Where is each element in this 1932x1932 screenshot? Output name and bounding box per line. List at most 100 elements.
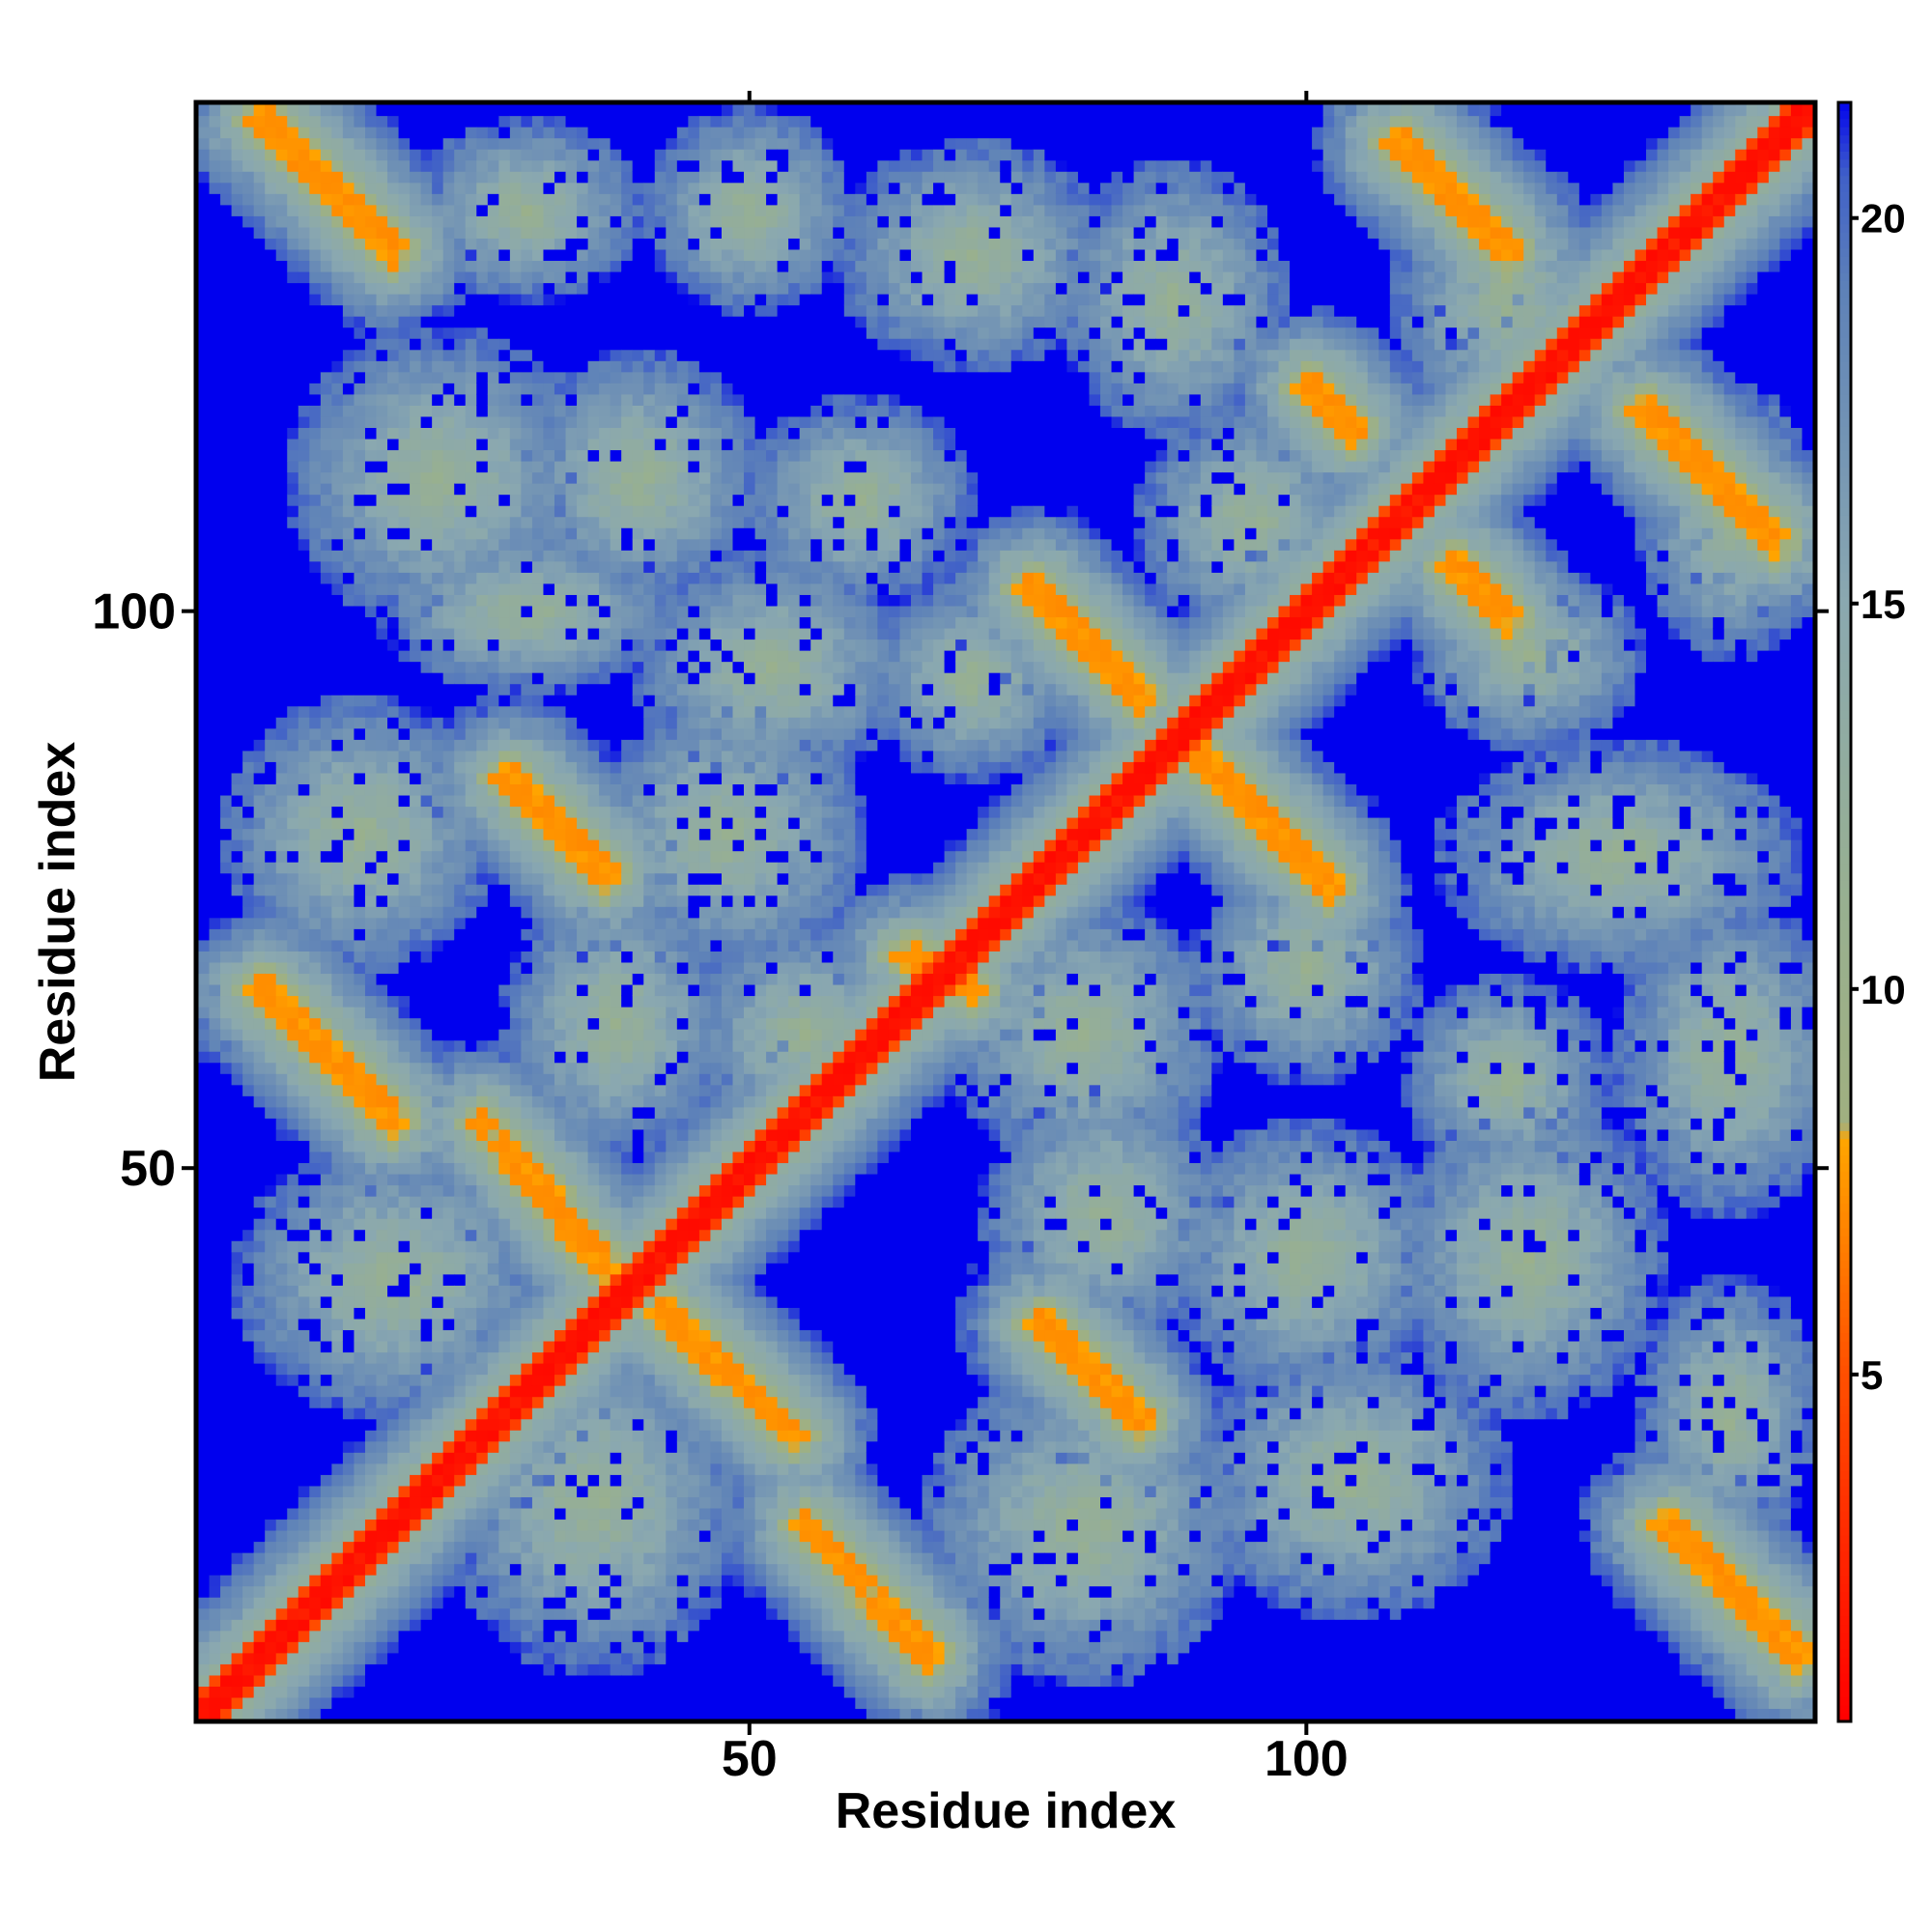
heatmap-cell: [554, 1073, 567, 1086]
heatmap-cell: [398, 171, 411, 184]
heatmap-cell: [364, 1295, 378, 1308]
heatmap-cell: [420, 1463, 433, 1475]
heatmap-cell: [554, 1295, 567, 1308]
heatmap-cell: [398, 772, 411, 784]
heatmap-cell: [410, 1029, 422, 1041]
heatmap-cell: [364, 973, 378, 985]
heatmap-cell: [376, 1073, 388, 1086]
heatmap-cell: [364, 1519, 378, 1531]
heatmap-cell: [198, 1407, 211, 1420]
heatmap-cell: [231, 304, 243, 317]
heatmap-cell: [298, 639, 310, 651]
heatmap-cell: [498, 1708, 511, 1720]
heatmap-cell: [320, 783, 332, 796]
heatmap-cell: [342, 1663, 355, 1676]
heatmap-cell: [442, 1251, 455, 1264]
heatmap-cell: [342, 683, 355, 696]
heatmap-cell: [531, 1218, 545, 1231]
heatmap-cell: [275, 1207, 288, 1219]
heatmap-cell: [331, 872, 344, 885]
heatmap-cell: [521, 594, 533, 607]
heatmap-cell: [376, 215, 388, 228]
heatmap-cell: [287, 727, 299, 740]
heatmap-cell: [454, 783, 467, 796]
heatmap-cell: [454, 1607, 467, 1620]
heatmap-cell: [387, 1452, 400, 1464]
heatmap-cell: [309, 1128, 322, 1141]
heatmap-cell: [287, 471, 299, 484]
heatmap-cell: [543, 1619, 555, 1632]
heatmap-cell: [354, 917, 366, 929]
heatmap-cell: [198, 1541, 211, 1553]
heatmap-cell: [454, 806, 467, 818]
heatmap-cell: [209, 383, 221, 395]
heatmap-cell: [387, 895, 400, 907]
heatmap-cell: [309, 750, 322, 762]
heatmap-cell: [476, 828, 489, 840]
heatmap-cell: [331, 360, 344, 373]
heatmap-cell: [565, 1663, 578, 1676]
heatmap-cell: [565, 238, 578, 250]
heatmap-cell: [543, 226, 555, 239]
heatmap-cell: [420, 1196, 433, 1208]
heatmap-cell: [531, 260, 545, 272]
heatmap-cell: [509, 1017, 522, 1030]
heatmap-cell: [242, 1407, 255, 1420]
heatmap-cell: [487, 995, 499, 1008]
heatmap-cell: [354, 1073, 366, 1086]
heatmap-cell: [387, 1240, 400, 1253]
heatmap-cell: [342, 349, 355, 361]
heatmap-cell: [198, 928, 211, 941]
heatmap-cell: [287, 1708, 299, 1720]
heatmap-cell: [521, 605, 533, 618]
heatmap-cell: [320, 884, 332, 896]
heatmap-cell: [231, 215, 243, 228]
heatmap-cell: [220, 794, 233, 808]
heatmap-cell: [198, 248, 211, 262]
heatmap-cell: [209, 1307, 221, 1320]
heatmap-cell: [554, 884, 567, 896]
heatmap-cell: [543, 1563, 555, 1576]
heatmap-cell: [465, 1708, 477, 1720]
heatmap-cell: [487, 438, 499, 451]
heatmap-cell: [342, 1095, 355, 1108]
heatmap-cell: [231, 349, 243, 361]
heatmap-cell: [442, 783, 455, 796]
heatmap-cell: [275, 1552, 288, 1565]
heatmap-cell: [543, 327, 555, 339]
heatmap-cell: [309, 1318, 322, 1331]
heatmap-cell: [509, 415, 522, 428]
heatmap-cell: [442, 1485, 455, 1497]
heatmap-cell: [498, 739, 511, 752]
heatmap-cell: [432, 1229, 444, 1241]
heatmap-cell: [398, 1407, 411, 1420]
heatmap-cell: [331, 516, 344, 528]
heatmap-cell: [565, 705, 578, 718]
heatmap-cell: [253, 527, 266, 540]
heatmap-cell: [465, 1039, 477, 1052]
heatmap-cell: [242, 906, 255, 919]
heatmap-cell: [420, 1140, 433, 1152]
heatmap-cell: [420, 248, 433, 262]
heatmap-cell: [442, 494, 455, 506]
heatmap-cell: [198, 1507, 211, 1520]
heatmap-cell: [287, 415, 299, 428]
heatmap-cell: [442, 1229, 455, 1241]
heatmap-cell: [331, 1340, 344, 1353]
heatmap-cell: [432, 505, 444, 518]
heatmap-cell: [476, 270, 489, 284]
heatmap-cell: [554, 1084, 567, 1096]
heatmap-cell: [531, 783, 545, 796]
heatmap-cell: [577, 1318, 589, 1331]
heatmap-cell: [432, 270, 444, 284]
heatmap-cell: [354, 550, 366, 562]
heatmap-cell: [364, 828, 378, 840]
heatmap-cell: [298, 1062, 310, 1074]
heatmap-cell: [376, 371, 388, 384]
heatmap-cell: [565, 794, 578, 808]
heatmap-cell: [309, 783, 322, 796]
heatmap-cell: [320, 1295, 332, 1308]
heatmap-cell: [565, 594, 578, 607]
heatmap-cell: [198, 1318, 211, 1331]
heatmap-cell: [376, 839, 388, 852]
